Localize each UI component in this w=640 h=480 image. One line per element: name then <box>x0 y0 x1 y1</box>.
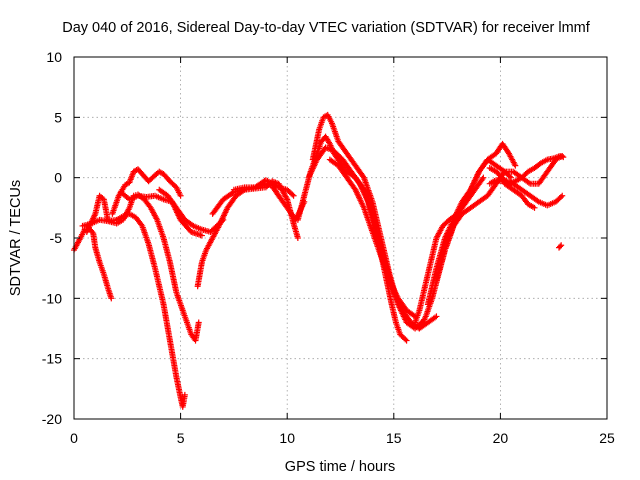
data-point <box>558 242 565 249</box>
x-tick-label: 20 <box>493 430 509 446</box>
data-point <box>403 337 410 344</box>
data-point-interp <box>289 191 296 198</box>
y-tick-label: -15 <box>42 351 62 367</box>
data-point <box>108 295 115 302</box>
data-point-interp <box>557 193 564 200</box>
x-tick-label: 25 <box>599 430 615 446</box>
data-point <box>531 204 538 211</box>
series-track-1 <box>71 225 115 302</box>
series-track-21 <box>556 242 565 251</box>
y-tick-label: 0 <box>54 170 62 186</box>
data-point <box>195 319 202 326</box>
series-track-13 <box>326 156 419 320</box>
data-point-interp <box>89 228 96 235</box>
data-points <box>71 111 567 410</box>
grid-lines <box>74 57 607 419</box>
data-point <box>559 192 566 199</box>
chart-title: Day 040 of 2016, Sidereal Day-to-day VTE… <box>62 20 591 36</box>
data-point-interp <box>479 176 486 183</box>
y-tick-label: -20 <box>42 411 62 427</box>
data-point <box>560 154 567 161</box>
axis-ticks: 0 5 10 15 20 25 -20 -15 -10 -5 0 5 10 <box>42 49 615 446</box>
series-track-7 <box>194 180 308 290</box>
series-track-4 <box>109 166 184 217</box>
data-point <box>198 232 205 239</box>
data-point <box>290 192 297 199</box>
data-point-interp <box>229 190 236 197</box>
y-tick-label: 5 <box>54 109 62 125</box>
data-point <box>508 174 515 181</box>
data-point-interp <box>557 243 564 250</box>
x-axis-title: GPS time / hours <box>285 459 395 475</box>
y-axis-title: SDTVAR / TECUs <box>8 180 24 296</box>
series-track-3 <box>83 191 202 344</box>
data-point <box>512 162 519 169</box>
data-point-interp <box>500 169 507 176</box>
data-point <box>181 391 188 398</box>
x-tick-label: 5 <box>177 430 185 446</box>
y-tick-label: -10 <box>42 290 62 306</box>
x-tick-label: 0 <box>70 430 78 446</box>
y-tick-label: -5 <box>50 230 63 246</box>
series-track-9 <box>230 177 297 199</box>
series-track-16 <box>424 140 519 308</box>
x-tick-label: 10 <box>279 430 295 446</box>
series-track-19 <box>486 165 566 209</box>
data-point-interp <box>402 336 409 343</box>
data-point <box>480 174 487 181</box>
data-point <box>294 235 301 241</box>
x-tick-label: 15 <box>386 430 402 446</box>
data-point <box>433 313 440 320</box>
series-track-20 <box>501 180 538 211</box>
y-tick-label: 10 <box>46 49 62 65</box>
series-track-14 <box>412 174 487 326</box>
data-point <box>177 192 184 199</box>
